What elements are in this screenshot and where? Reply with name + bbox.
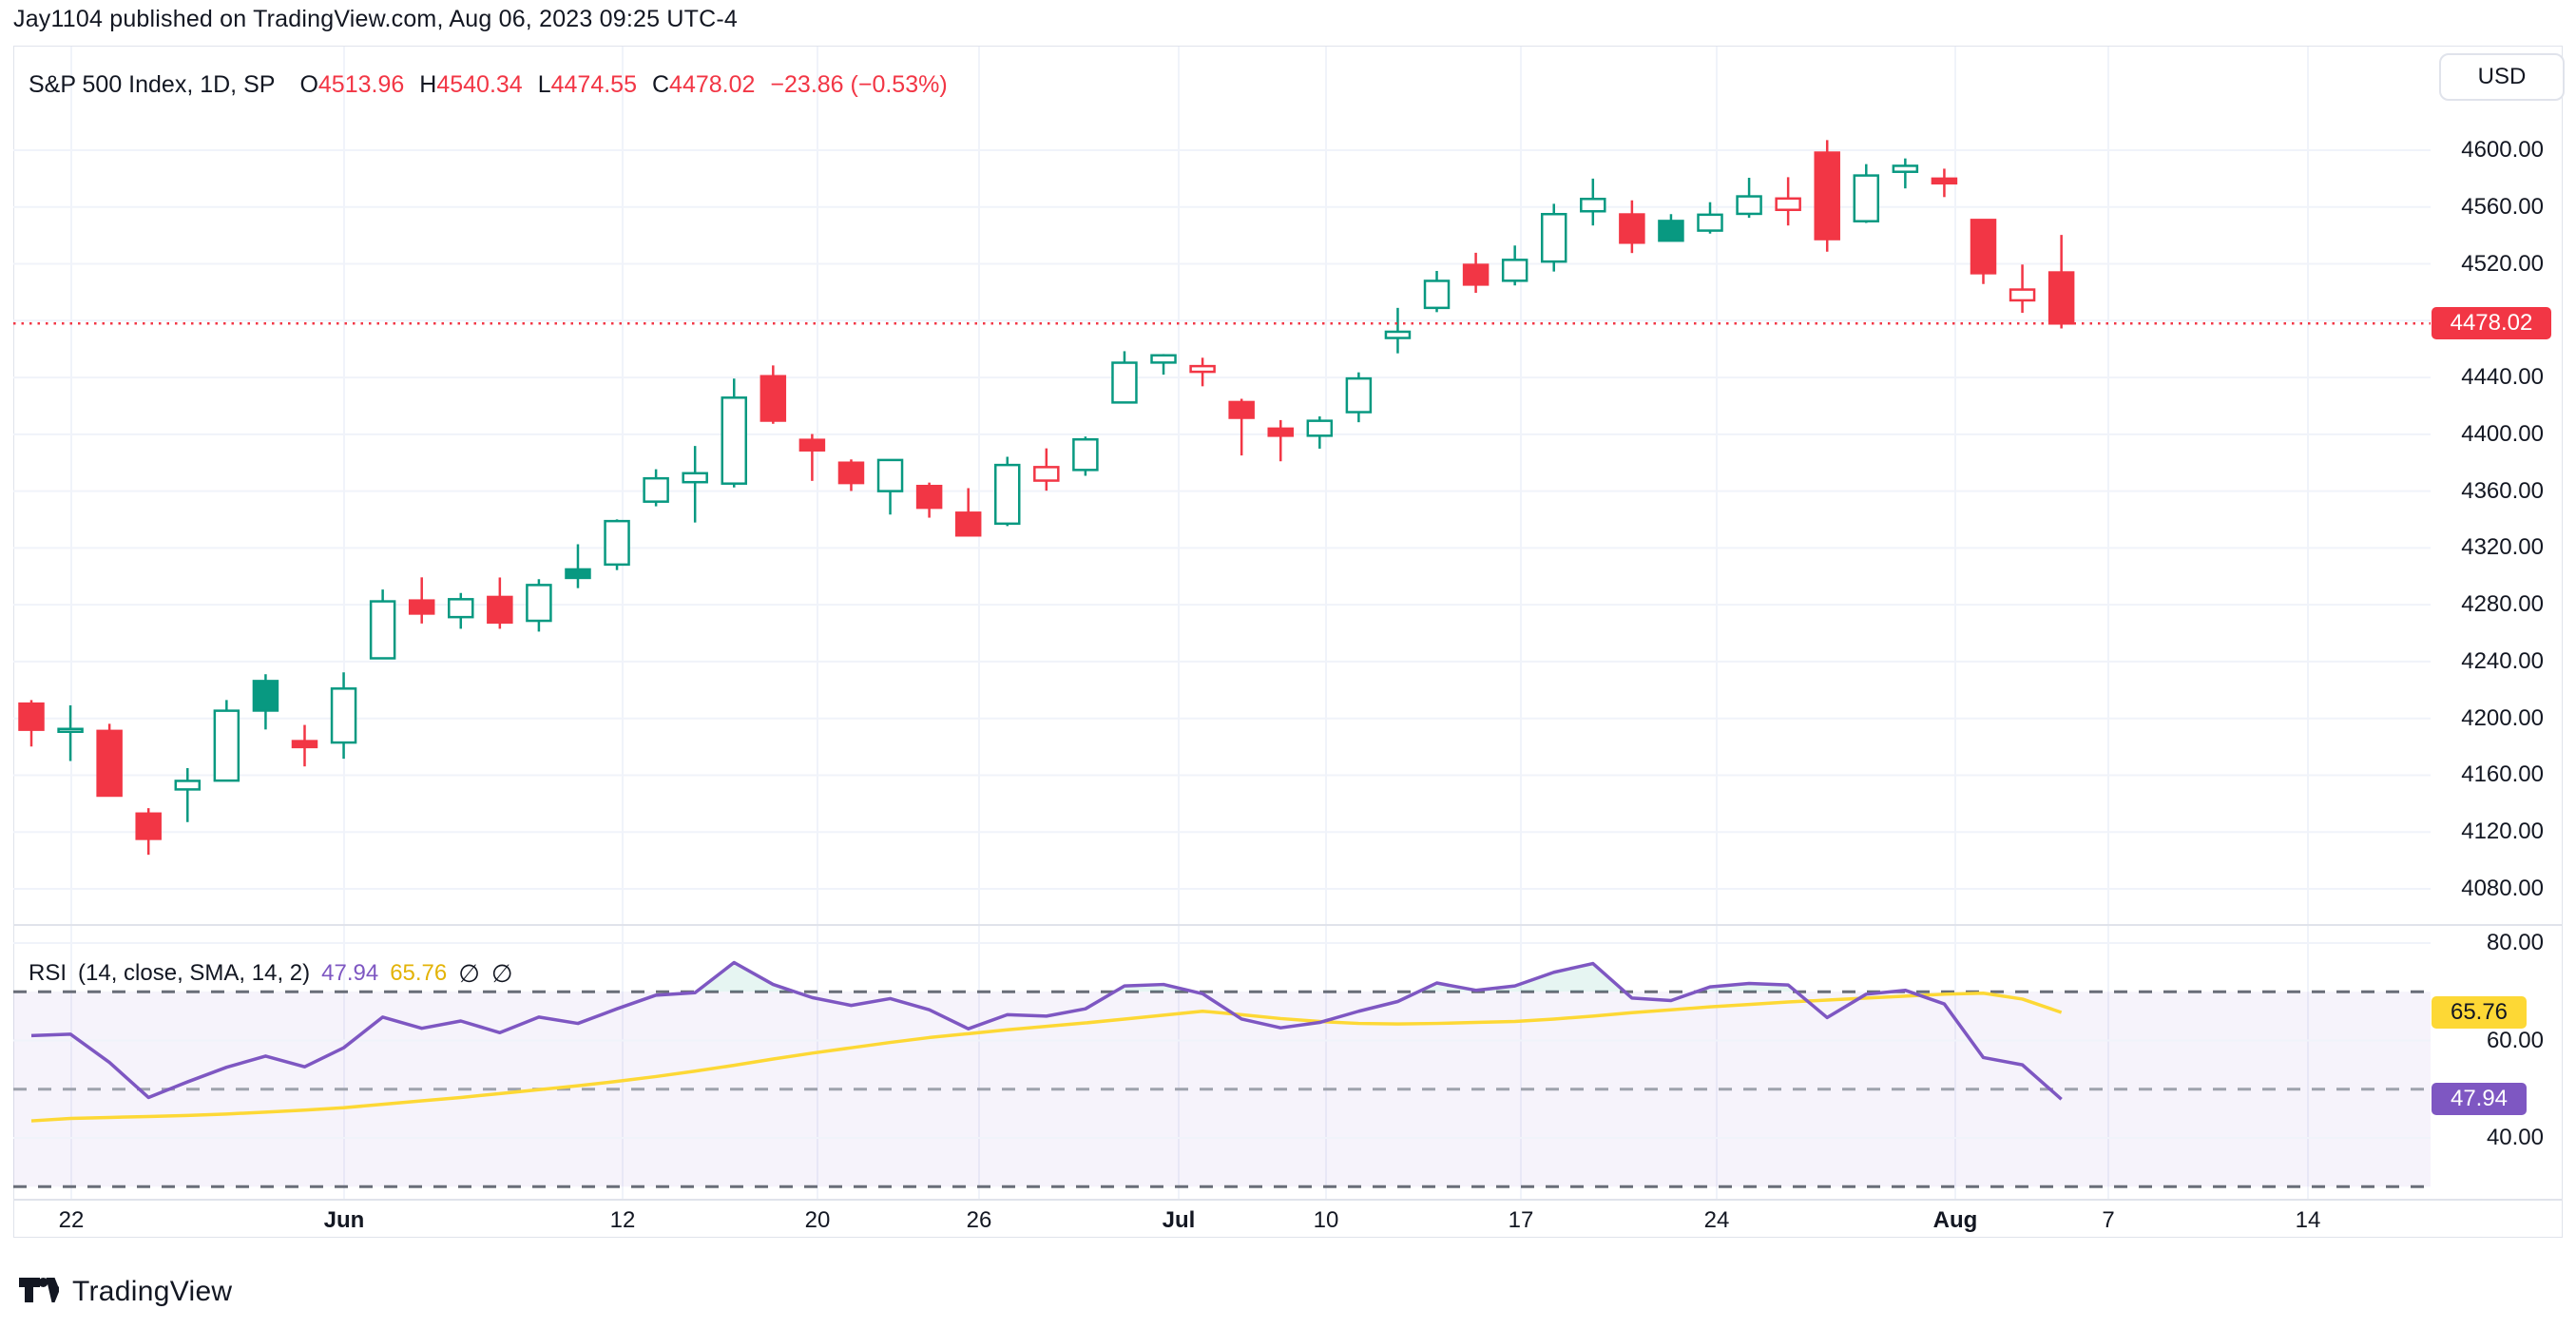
price-tick-label: 4400.00 bbox=[2461, 420, 2544, 447]
price-tick-label: 4320.00 bbox=[2461, 534, 2544, 561]
price-tick-label: 4280.00 bbox=[2461, 591, 2544, 618]
price-tick-label: 4240.00 bbox=[2461, 647, 2544, 674]
change-value: −23.86 (−0.53%) bbox=[770, 70, 948, 98]
price-tick-label: 4080.00 bbox=[2461, 876, 2544, 901]
time-tick-label: 14 bbox=[2295, 1207, 2321, 1233]
time-tick-label: 20 bbox=[804, 1207, 831, 1233]
last-price-label: 4478.02 bbox=[2432, 307, 2551, 340]
price-tick-label: 4360.00 bbox=[2461, 477, 2544, 504]
rsi-tick-label: 80.00 bbox=[2486, 930, 2544, 955]
time-tick-label: 10 bbox=[1313, 1207, 1339, 1233]
rsi-indicator-params: (14, close, SMA, 14, 2) bbox=[78, 960, 311, 986]
rsi-indicator-name: RSI bbox=[29, 960, 67, 986]
time-tick-label: 24 bbox=[1703, 1207, 1730, 1233]
high-value: 4540.34 bbox=[436, 70, 523, 98]
currency-button[interactable]: USD bbox=[2439, 53, 2565, 101]
time-tick-label: 26 bbox=[966, 1207, 992, 1233]
symbol-legend: S&P 500 Index, 1D, SP O 4513.96 H 4540.34 … bbox=[29, 68, 948, 101]
time-tick-label: Jul bbox=[1162, 1207, 1196, 1233]
empty-value-icon: ∅ bbox=[490, 958, 513, 988]
time-tick-label: 12 bbox=[609, 1207, 636, 1233]
rsi-tick-label: 40.00 bbox=[2486, 1125, 2544, 1150]
chart-card bbox=[13, 46, 2563, 1238]
price-tick-label: 4200.00 bbox=[2461, 704, 2544, 731]
rsi-value-label: 47.94 bbox=[2432, 1083, 2527, 1116]
brand-name: TradingView bbox=[72, 1276, 233, 1307]
price-tick-label: 4600.00 bbox=[2461, 137, 2544, 163]
time-tick-label: Aug bbox=[1932, 1207, 1978, 1233]
high-label: H bbox=[419, 70, 437, 98]
brand-footer[interactable]: TradingView bbox=[19, 1276, 232, 1308]
close-value: 4478.02 bbox=[669, 70, 756, 98]
open-label: O bbox=[299, 70, 318, 98]
time-tick-label: Jun bbox=[323, 1207, 365, 1233]
open-value: 4513.96 bbox=[317, 70, 405, 98]
time-tick-label: 17 bbox=[1508, 1207, 1534, 1233]
price-tick-label: 4120.00 bbox=[2461, 819, 2544, 845]
tradingview-logo-icon bbox=[19, 1278, 59, 1302]
rsi-smoothing-value: 65.76 bbox=[390, 960, 448, 986]
time-tick-label: 7 bbox=[2102, 1207, 2115, 1233]
publish-header: Jay1104 published on TradingView.com, Au… bbox=[13, 6, 738, 32]
price-tick-label: 4440.00 bbox=[2461, 364, 2544, 391]
close-label: C bbox=[651, 70, 670, 98]
rsi-legend: RSI (14, close, SMA, 14, 2) 47.94 65.76 … bbox=[29, 958, 513, 989]
rsi-value: 47.94 bbox=[321, 960, 379, 986]
low-value: 4474.55 bbox=[550, 70, 637, 98]
price-tick-label: 4160.00 bbox=[2461, 761, 2544, 788]
low-label: L bbox=[537, 70, 551, 98]
symbol-title: S&P 500 Index, 1D, SP bbox=[29, 70, 276, 98]
price-tick-label: 4520.00 bbox=[2461, 250, 2544, 277]
price-tick-label: 4560.00 bbox=[2461, 193, 2544, 220]
empty-value-icon: ∅ bbox=[458, 958, 480, 988]
rsi-tick-label: 60.00 bbox=[2486, 1027, 2544, 1053]
rsi-smoothing-label: 65.76 bbox=[2432, 995, 2527, 1029]
time-tick-label: 22 bbox=[58, 1207, 85, 1233]
